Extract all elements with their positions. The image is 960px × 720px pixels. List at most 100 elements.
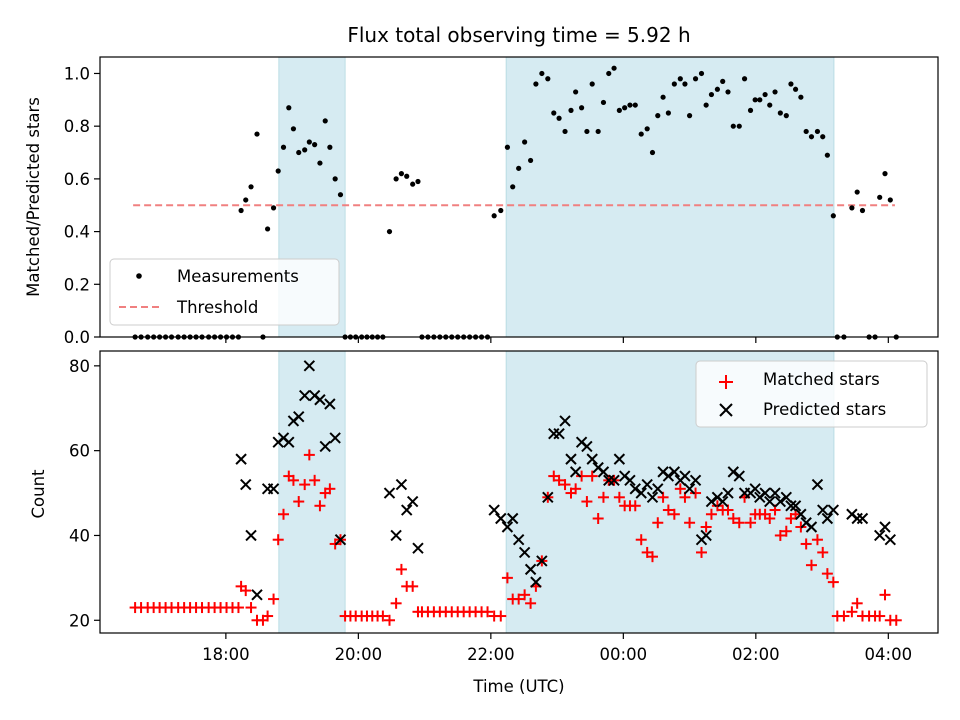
predicted-star-point [749,483,761,495]
predicted-star-point [314,394,326,406]
measurement-point [606,70,612,77]
predicted-star-point [553,427,565,440]
measurement-point [616,107,622,113]
matched-star-point [586,470,598,482]
matched-star-point [805,559,817,571]
predicted-star-point [780,491,793,504]
legend-label-threshold: Threshold [176,298,258,317]
matched-star-point [293,496,305,508]
predicted-star-point [406,495,419,508]
matched-star-point [674,483,686,495]
predicted-star-point [581,440,593,453]
predicted-star-point [283,436,295,448]
measurement-point [265,226,271,232]
measurement-point [280,144,287,150]
predicted-star-point [805,521,818,533]
matched-star-point [733,517,745,529]
predicted-star-point [240,478,252,491]
predicted-star-point [811,478,824,491]
measurement-point [730,123,736,129]
predicted-star-point [668,466,681,478]
predicted-star-point [884,533,897,546]
matched-star-point [482,606,494,618]
matched-star-point [287,474,299,486]
predicted-star-point [329,432,341,444]
y-tick-label: 20 [69,611,90,630]
measurement-point [692,76,699,82]
matched-star-point [390,597,402,609]
matched-stars-points [129,449,902,626]
predicted-star-point [395,478,408,491]
bottom-y-ticks: 20 40 60 80 [69,357,100,630]
measurement-point [393,176,399,182]
matched-star-point [890,614,902,626]
measurement-point [725,89,731,95]
predicted-star-point [518,546,531,559]
matched-star-point [745,517,757,529]
matched-star-point [629,500,641,512]
measurement-point [854,189,860,195]
bottom-axes-frame [99,350,939,634]
measurement-point [248,184,254,190]
predicted-star-point [795,508,807,520]
matched-star-point [696,546,708,558]
measurement-point [830,213,836,219]
bottom-legend: Matched stars Predicted stars [695,360,928,428]
measurement-point [491,213,497,219]
predicted-star-point [488,504,500,516]
measurement-point [859,207,866,214]
observing-interval-shade [505,56,835,338]
predicted-star-point [245,529,257,542]
measurement-point [720,78,726,84]
measurement-point [783,113,789,119]
predicted-star-point [608,474,620,487]
predicted-star-point [383,487,396,499]
measurement-point [682,81,688,87]
predicted-star-point [586,453,598,465]
predicted-star-point [683,483,696,495]
legend-plus-marker [719,375,733,389]
matched-star-point [846,606,858,618]
measurement-point [556,115,562,121]
measurement-point [527,157,534,164]
predicted-star-point [559,415,571,427]
measurement-point [632,102,638,108]
predicted-star-point [530,576,542,588]
measurement-point [254,131,260,137]
matched-star-point [722,504,734,516]
measurement-point [290,126,297,132]
matched-star-point [383,614,395,626]
measurement-point [792,86,799,92]
measurement-point [762,91,768,98]
measurement-point [312,142,318,148]
measurement-point [238,207,244,214]
predicted-star-point [774,495,787,508]
measurement-point [568,107,574,113]
measurement-point [677,76,683,82]
x-tick-label: 04:00 [865,645,913,664]
matched-star-point [668,508,680,520]
y-tick-label: 60 [69,442,90,461]
measurement-point [539,70,545,77]
predicted-star-point [679,470,691,482]
measurement-point [516,165,522,171]
predicted-star-point [506,512,519,525]
predicted-star-point [764,495,776,508]
measurement-point [708,91,715,98]
matched-star-point [821,568,833,580]
matched-star-point [879,589,891,601]
measurement-point [660,94,666,100]
predicted-star-point [267,483,280,495]
matched-star-point [240,585,252,597]
matched-star-point [827,576,839,588]
measurement-point [589,81,595,87]
matched-star-point [501,572,513,584]
measurement-point [270,205,277,211]
predicted-star-point [700,529,712,542]
measurement-point [386,228,393,235]
measurement-point [286,105,292,111]
measurement-point [788,81,794,87]
predicted-star-point [524,563,537,576]
matched-star-point [774,529,786,541]
measurement-point [522,139,528,145]
